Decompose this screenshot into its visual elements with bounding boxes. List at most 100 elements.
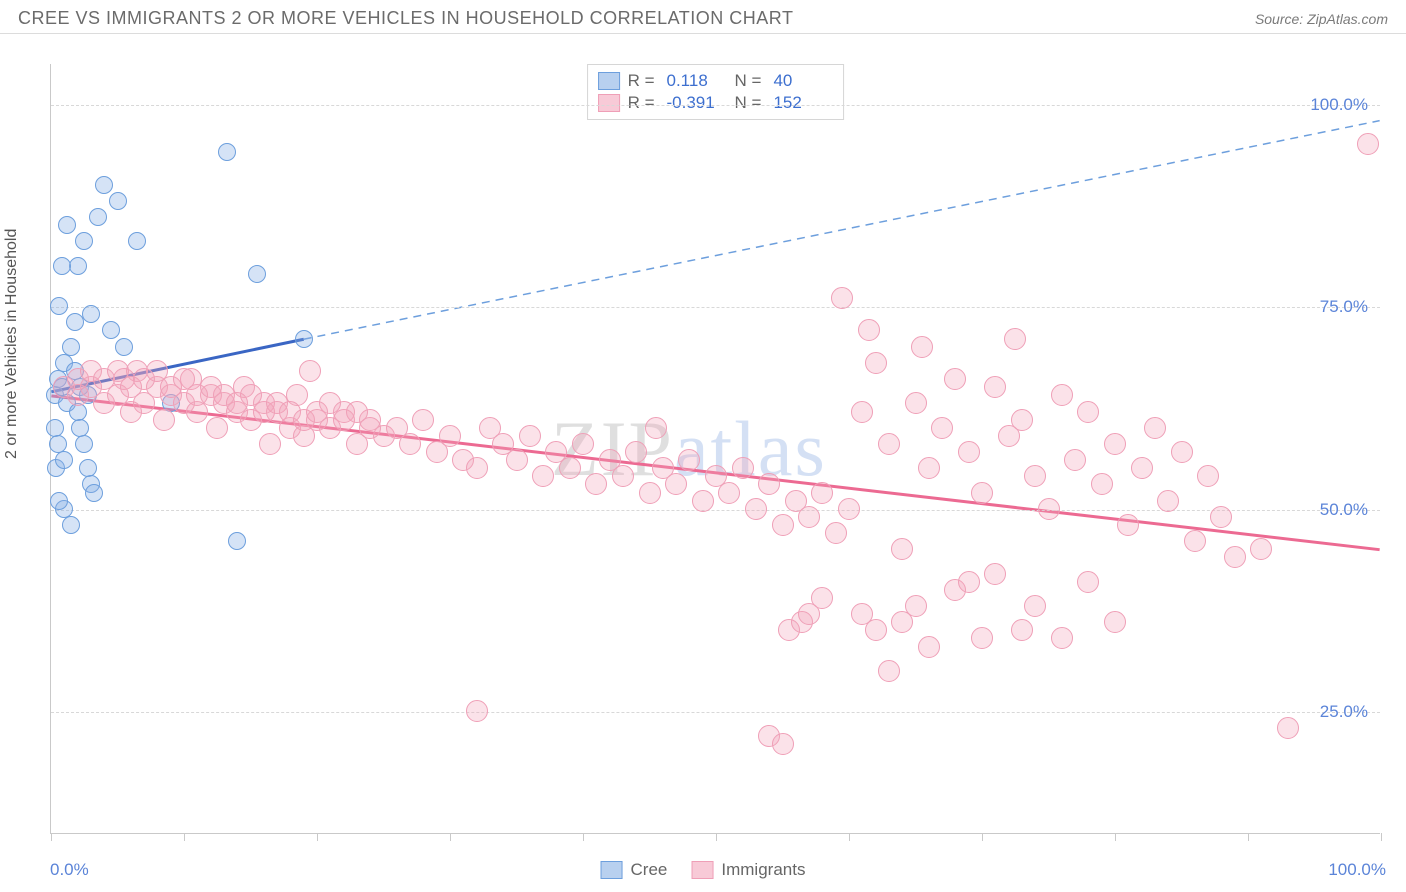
data-point [678,449,700,471]
data-point [811,587,833,609]
x-tick [1381,833,1382,841]
data-point [1091,473,1113,495]
x-tick [583,833,584,841]
data-point [944,368,966,390]
data-point [506,449,528,471]
swatch-pink-icon [598,94,620,112]
data-point [439,425,461,447]
data-point [825,522,847,544]
data-point [1064,449,1086,471]
x-tick [716,833,717,841]
data-point [811,482,833,504]
data-point [1011,619,1033,641]
data-point [228,532,246,550]
data-point [71,419,89,437]
data-point [891,538,913,560]
data-point [82,305,100,323]
x-max-label: 100.0% [1328,860,1386,880]
data-point [905,595,927,617]
data-point [519,425,541,447]
data-point [911,336,933,358]
data-point [918,457,940,479]
x-tick [849,833,850,841]
n-value: 152 [773,93,833,113]
data-point [115,338,133,356]
series-legend: Cree Immigrants [601,860,806,880]
data-point [612,465,634,487]
data-point [466,700,488,722]
legend-item: Immigrants [691,860,805,880]
correlation-legend: R = 0.118 N = 40 R = -0.391 N = 152 [587,64,845,120]
data-point [878,660,900,682]
data-point [931,417,953,439]
data-point [259,433,281,455]
data-point [798,506,820,528]
chart-header: CREE VS IMMIGRANTS 2 OR MORE VEHICLES IN… [0,0,1406,34]
data-point [128,232,146,250]
data-point [838,498,860,520]
data-point [102,321,120,339]
x-tick [450,833,451,841]
data-point [206,417,228,439]
data-point [718,482,740,504]
data-point [971,627,993,649]
data-point [466,457,488,479]
data-point [665,473,687,495]
x-tick [51,833,52,841]
data-point [75,232,93,250]
data-point [89,208,107,226]
data-point [95,176,113,194]
data-point [1250,538,1272,560]
data-point [248,265,266,283]
data-point [55,451,73,469]
data-point [858,319,880,341]
y-tick-label: 75.0% [1320,297,1368,317]
x-tick [982,833,983,841]
data-point [69,257,87,275]
swatch-blue-icon [598,72,620,90]
data-point [1077,571,1099,593]
data-point [532,465,554,487]
data-point [865,352,887,374]
data-point [1104,611,1126,633]
data-point [58,216,76,234]
data-point [62,516,80,534]
x-tick [1115,833,1116,841]
data-point [851,401,873,423]
r-label: R = [628,93,655,113]
data-point [1184,530,1206,552]
data-point [1197,465,1219,487]
chart-source: Source: ZipAtlas.com [1255,11,1388,27]
gridline [51,307,1380,308]
data-point [399,433,421,455]
data-point [1051,384,1073,406]
data-point [625,441,647,463]
data-point [772,514,794,536]
data-point [85,484,103,502]
r-value: 0.118 [667,71,727,91]
data-point [758,473,780,495]
n-label: N = [735,93,762,113]
x-min-label: 0.0% [50,860,89,880]
data-point [75,435,93,453]
data-point [1144,417,1166,439]
data-point [639,482,661,504]
data-point [645,417,667,439]
legend-label: Cree [631,860,668,880]
chart-container: 2 or more Vehicles in Household ZIPatlas… [0,34,1406,884]
data-point [79,459,97,477]
data-point [1011,409,1033,431]
data-point [585,473,607,495]
data-point [984,563,1006,585]
x-tick [184,833,185,841]
y-tick-label: 100.0% [1310,95,1368,115]
legend-row: R = -0.391 N = 152 [598,93,834,113]
r-value: -0.391 [667,93,727,113]
data-point [692,490,714,512]
data-point [1157,490,1179,512]
gridline [51,105,1380,106]
x-tick [1248,833,1249,841]
gridline [51,510,1380,511]
data-point [359,417,381,439]
data-point [1077,401,1099,423]
